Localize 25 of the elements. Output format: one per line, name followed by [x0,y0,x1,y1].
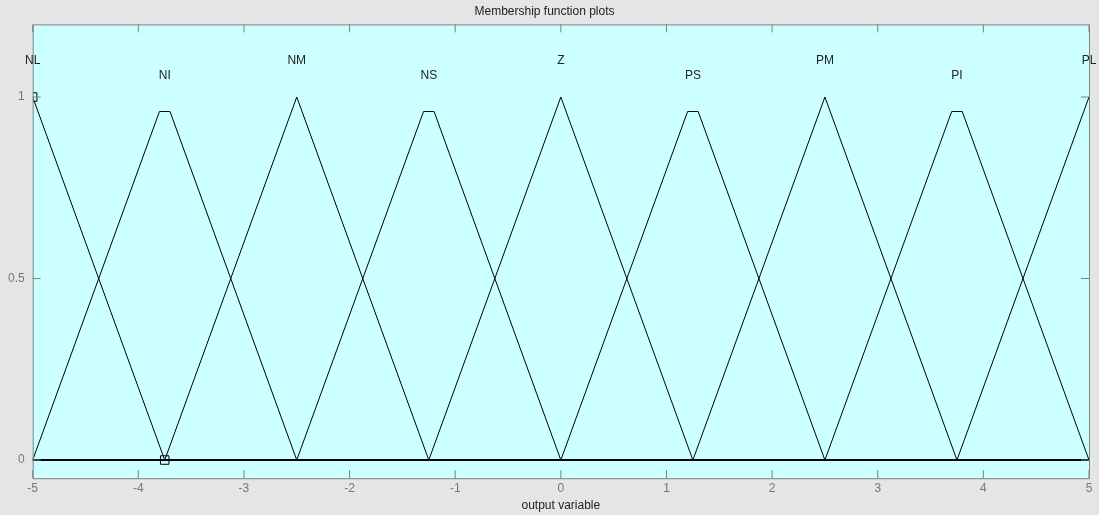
y-tick-label: 0.5 [7,270,25,285]
text: NM [287,53,307,68]
y-tick-label: 1 [17,89,25,104]
text: NI [158,67,171,82]
x-axis-title: output variable [521,498,601,513]
text: PL [1081,53,1097,68]
y-tick-label: 0 [17,452,25,467]
x-tick-label: 0 [557,480,565,495]
text: NL [25,53,41,68]
text: PI [951,67,963,82]
text: PM [815,53,834,68]
text: NS [420,67,438,82]
chart-title: Membership function plots [474,3,615,18]
x-tick-label: -2 [344,480,356,495]
x-tick-label: -4 [132,480,144,495]
text: PS [684,67,701,82]
x-tick-label: 4 [980,480,988,495]
text: Z [557,53,565,68]
x-tick-label: -1 [449,480,461,495]
x-tick-label: 2 [768,480,776,495]
x-tick-label: 5 [1085,480,1093,495]
x-tick-label: -5 [27,480,39,495]
x-tick-label: 1 [663,480,671,495]
x-tick-label: -3 [238,480,250,495]
x-tick-label: 3 [874,480,882,495]
